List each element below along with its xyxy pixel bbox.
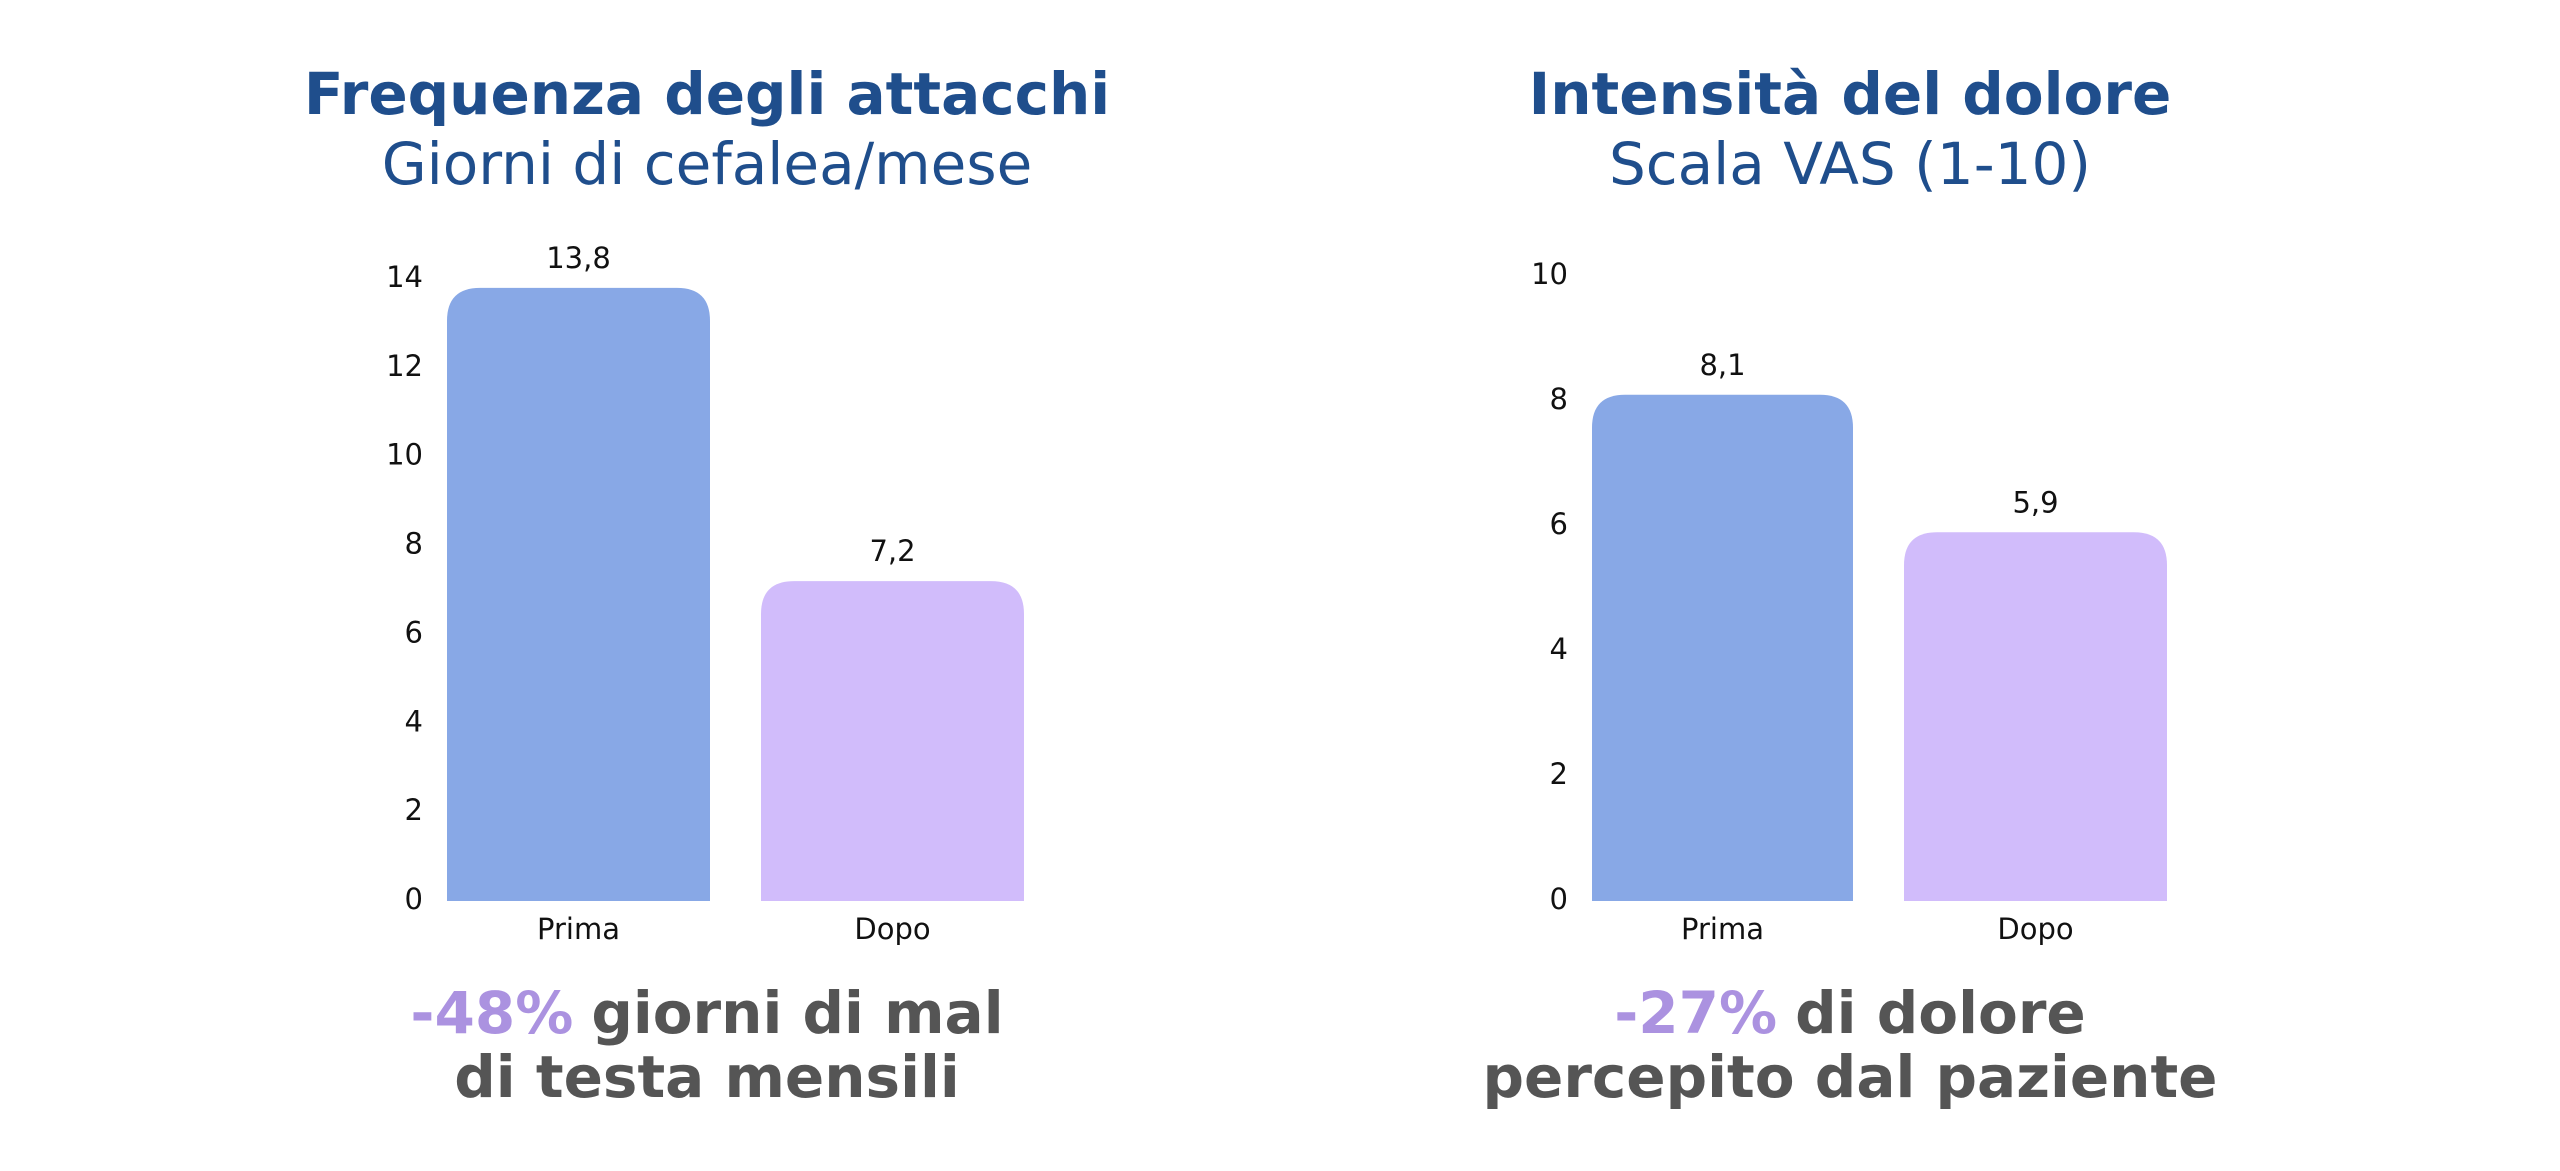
y-tick-label: 0 xyxy=(405,882,423,916)
y-tick-label: 8 xyxy=(405,527,423,561)
annotation-line: giorni di mal xyxy=(591,979,1003,1047)
y-tick-label: 6 xyxy=(1550,507,1568,541)
annotation-line: percepito dal paziente xyxy=(1482,1043,2217,1111)
chart-subtitle: Giorni di cefalea/mese xyxy=(382,130,1033,198)
x-tick-label: Dopo xyxy=(1997,912,2073,946)
bar xyxy=(447,287,710,901)
y-tick-label: 14 xyxy=(386,260,423,294)
y-tick-label: 12 xyxy=(386,349,423,383)
annotation-line: di dolore xyxy=(1795,979,2086,1047)
x-tick-label: Prima xyxy=(537,912,620,946)
y-tick-label: 4 xyxy=(405,704,423,738)
bar xyxy=(1592,394,1853,901)
value-label: 5,9 xyxy=(2012,485,2058,519)
value-label: 8,1 xyxy=(1699,348,1745,382)
annotation-line: di testa mensili xyxy=(454,1043,959,1111)
y-tick-label: 10 xyxy=(386,438,423,472)
y-tick-label: 4 xyxy=(1550,632,1568,666)
chart-subtitle: Scala VAS (1-10) xyxy=(1609,130,2091,198)
annotation-highlight: -48% xyxy=(410,979,573,1047)
y-tick-label: 2 xyxy=(405,793,423,827)
y-tick-label: 2 xyxy=(1550,757,1568,791)
y-tick-label: 8 xyxy=(1550,382,1568,416)
y-tick-label: 0 xyxy=(1550,882,1568,916)
x-tick-label: Prima xyxy=(1681,912,1764,946)
value-label: 13,8 xyxy=(546,241,611,275)
y-tick-label: 10 xyxy=(1531,257,1568,291)
annotation-highlight: -27% xyxy=(1614,979,1777,1047)
x-tick-label: Dopo xyxy=(854,912,930,946)
bar xyxy=(761,581,1024,901)
bar xyxy=(1904,532,2167,901)
chart-title: Frequenza degli attacchi xyxy=(304,60,1110,128)
y-tick-label: 6 xyxy=(405,615,423,649)
chart-title: Intensità del dolore xyxy=(1529,60,2172,128)
value-label: 7,2 xyxy=(869,534,915,568)
